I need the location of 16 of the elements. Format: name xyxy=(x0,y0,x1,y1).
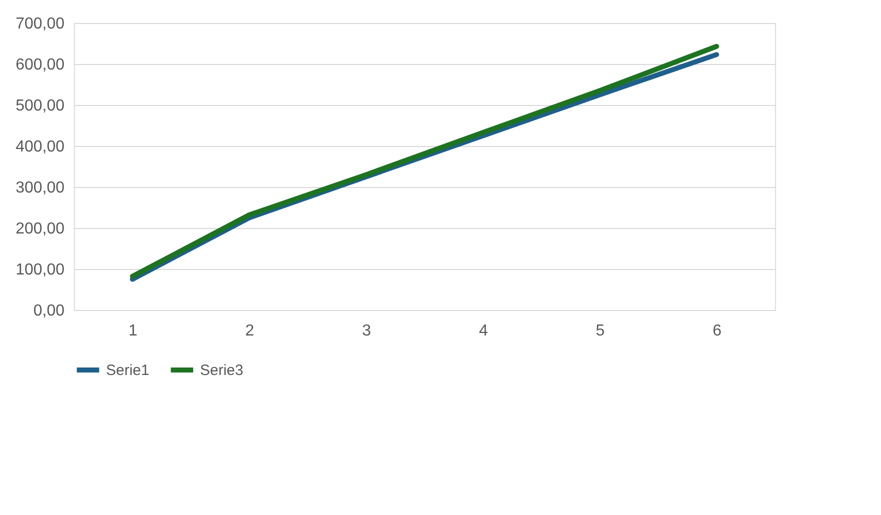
x-tick-label: 2 xyxy=(245,322,254,340)
y-tick-label: 100,00 xyxy=(16,262,65,278)
x-tick-label: 5 xyxy=(596,322,605,340)
x-tick-label: 1 xyxy=(128,322,138,340)
y-tick-label: 300,00 xyxy=(16,180,65,196)
legend-label: Serie1 xyxy=(106,362,150,379)
y-tick-label: 700,00 xyxy=(16,16,65,32)
x-tick-label: 6 xyxy=(712,322,722,340)
y-tick-label: 200,00 xyxy=(16,220,65,238)
x-tick-label: 3 xyxy=(362,322,372,340)
y-tick-label: 400,00 xyxy=(16,138,65,156)
y-tick-label: 600,00 xyxy=(16,56,65,74)
x-tick-label: 4 xyxy=(478,322,488,340)
y-tick-label: 500,00 xyxy=(16,98,65,114)
y-tick-label: 0,00 xyxy=(33,302,65,320)
legend-label: Serie3 xyxy=(200,362,244,379)
